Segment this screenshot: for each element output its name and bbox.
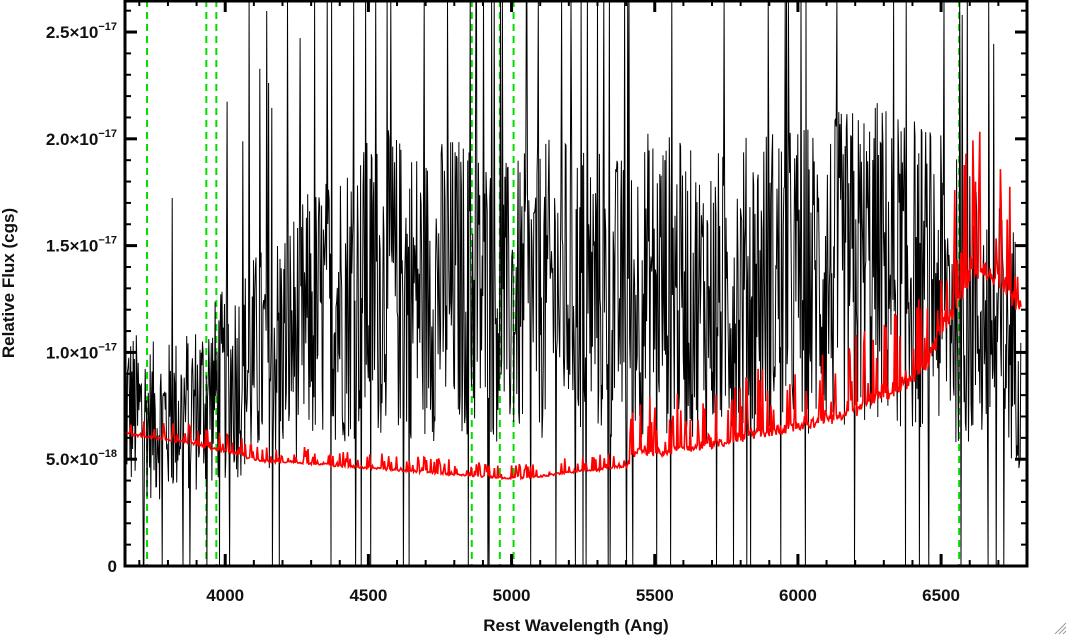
x-tick-label: 6000 [779,586,817,605]
x-tick-label: 4500 [349,586,387,605]
x-tick-label: 4000 [206,586,244,605]
y-tick-label: 2.0×10−17 [46,128,117,149]
series-layer [124,0,1022,567]
y-tick-label: 2.5×10−17 [46,21,117,42]
y-tick-label: 1.0×10−17 [46,341,117,362]
x-tick-label: 6500 [922,586,960,605]
y-tick-label: 0 [108,557,117,576]
x-tick-labels: 4000 4500 5000 5500 6000 6500 [206,586,960,605]
y-axis-title: Relative Flux (cgs) [0,208,18,358]
axis-ticks [125,0,1028,568]
plot-frame [123,0,1029,568]
resize-grip-icon[interactable] [1053,621,1067,635]
y-tick-labels: 0 5.0×10−18 1.0×10−17 1.5×10−17 2.0×10−17 2.5… [46,21,117,576]
x-tick-label: 5500 [636,586,674,605]
y-tick-label: 1.5×10−17 [46,235,117,256]
y-tick-label: 5.0×10−18 [46,448,117,469]
series-model-line [124,131,1022,481]
x-axis-title: Rest Wavelength (Ang) [483,616,668,635]
x-tick-label: 5000 [493,586,531,605]
